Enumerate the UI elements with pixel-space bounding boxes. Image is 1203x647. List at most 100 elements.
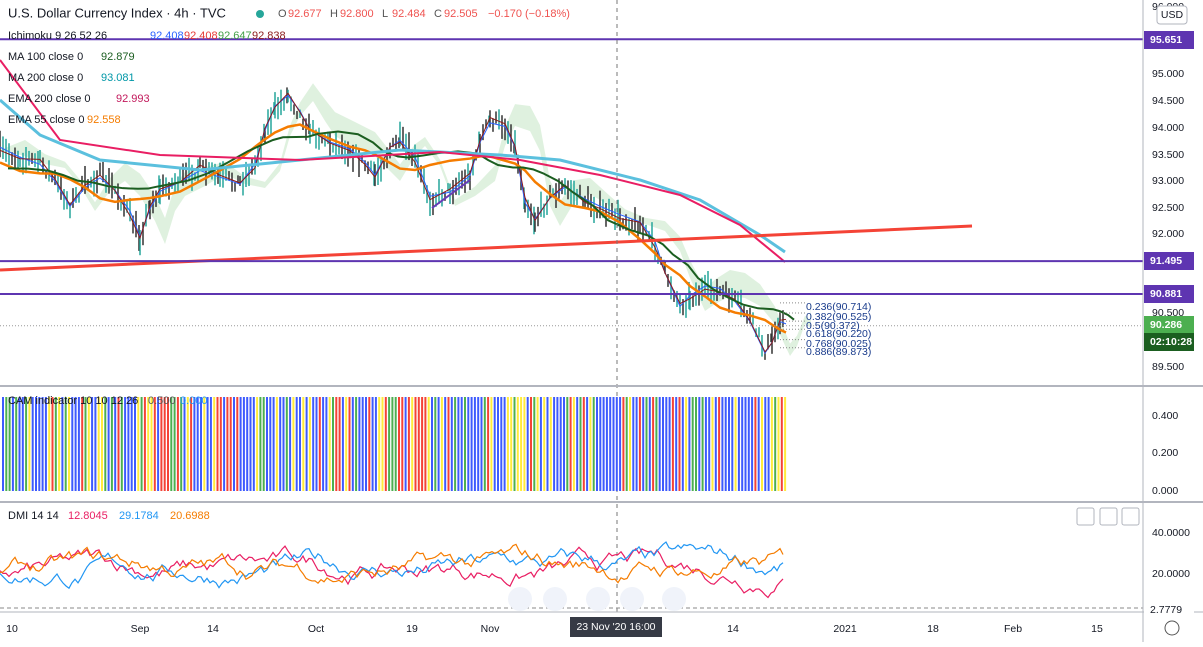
cam-bar — [582, 397, 585, 491]
cam-bar — [407, 397, 410, 491]
zoom-button[interactable] — [543, 587, 567, 611]
cam-bar — [345, 397, 348, 491]
price-tag — [1144, 316, 1194, 334]
cam-bar — [167, 397, 169, 491]
zoom-button[interactable] — [508, 587, 532, 611]
cam-bar — [751, 397, 754, 491]
cam-bar — [328, 397, 331, 491]
cam-bar — [724, 397, 727, 491]
cam-bar — [153, 397, 156, 491]
cam-bar — [447, 397, 450, 491]
cam-bar — [94, 397, 97, 491]
cam-bar — [668, 397, 671, 491]
cam-bar — [130, 397, 133, 491]
cam-bar — [252, 397, 255, 491]
cam-value: 0.000 — [180, 395, 208, 407]
price-change: −0.170 (−0.18%) — [488, 8, 570, 20]
cam-bar — [64, 397, 67, 491]
cam-bar — [219, 397, 222, 491]
price-tag — [1144, 285, 1194, 303]
zoom-button[interactable] — [586, 587, 610, 611]
time-label: 15 — [1091, 623, 1103, 635]
time-label: 14 — [727, 623, 739, 635]
cam-bar — [473, 397, 476, 491]
cam-bar — [665, 397, 668, 491]
cam-bar — [487, 397, 490, 491]
pane-button[interactable] — [1121, 507, 1140, 526]
cam-bar — [440, 397, 443, 491]
cam-bar — [645, 397, 648, 491]
cam-bar — [632, 397, 635, 491]
cam-bar — [770, 397, 773, 491]
cam-axis-label: 0.400 — [1152, 410, 1178, 422]
price-tag — [1144, 333, 1194, 351]
cam-bar — [424, 397, 427, 491]
cam-bar — [289, 397, 292, 491]
time-label: 19 — [406, 623, 418, 635]
cam-bar — [586, 397, 589, 491]
cam-bar — [477, 397, 480, 491]
cam-bar — [140, 397, 143, 491]
cam-bar — [315, 397, 318, 491]
dmi-value: 20.6988 — [170, 510, 210, 522]
cam-name: CAM indicator 10 10 12 26 — [8, 395, 138, 407]
price-tag — [1144, 252, 1194, 270]
price-label: 93.000 — [1152, 175, 1184, 187]
zoom-button[interactable] — [620, 587, 644, 611]
ohlc-value: 92.677 — [288, 8, 322, 20]
cam-bar — [444, 397, 447, 491]
cam-bar — [160, 397, 163, 491]
pane-button[interactable] — [1099, 507, 1118, 526]
cam-bar — [437, 397, 440, 491]
cam-bar — [266, 397, 268, 491]
cam-bar — [503, 397, 506, 491]
zoom-button[interactable] — [662, 587, 686, 611]
ma-100 — [7, 130, 795, 321]
cam-bar — [543, 397, 546, 491]
trend-line — [0, 224, 973, 272]
currency-button[interactable] — [1156, 5, 1188, 25]
cam-bar — [170, 397, 173, 491]
pane-button[interactable] — [1076, 507, 1095, 526]
cam-bar — [572, 397, 575, 491]
time-label: Nov — [481, 623, 500, 635]
cam-bar — [61, 397, 64, 491]
cam-bar — [391, 397, 394, 491]
cam-bar — [371, 397, 374, 491]
indicator-value: 92.838 — [252, 30, 286, 42]
cam-bar — [777, 397, 780, 491]
cam-bar — [51, 397, 54, 491]
cam-bar — [246, 397, 249, 491]
cam-bar — [58, 397, 61, 491]
cam-bar — [361, 397, 364, 491]
ema-200 — [0, 59, 786, 263]
cam-bar — [107, 397, 110, 491]
price-tag-label: 95.651 — [1150, 34, 1182, 46]
cam-bar — [747, 397, 750, 491]
indicator-value: 92.408 — [184, 30, 218, 42]
fib-label: 0.886(89.873) — [806, 346, 871, 358]
indicator-name: Ichimoku 9 26 52 26 — [8, 30, 107, 42]
price-label: 93.500 — [1152, 149, 1184, 161]
ohlc-value: 92.800 — [340, 8, 374, 20]
cam-bar — [104, 397, 107, 491]
cam-bar — [351, 397, 354, 491]
cam-bar — [28, 397, 31, 491]
cam-bar — [173, 397, 176, 491]
cam-bar — [229, 397, 232, 491]
cam-bar — [183, 397, 186, 491]
cam-bar — [71, 397, 74, 491]
cam-bar — [638, 397, 641, 491]
settings-button[interactable] — [1164, 620, 1180, 636]
cam-bar — [648, 397, 651, 491]
cam-bar — [526, 397, 529, 491]
cam-bar — [563, 397, 565, 491]
cam-bar — [223, 397, 226, 491]
cam-bar — [84, 397, 87, 491]
cam-bar — [196, 397, 199, 491]
cam-bar — [41, 397, 44, 491]
cam-bar — [533, 397, 536, 491]
cam-bar — [685, 397, 688, 491]
cam-bar — [365, 397, 367, 491]
cam-bar — [431, 397, 433, 491]
